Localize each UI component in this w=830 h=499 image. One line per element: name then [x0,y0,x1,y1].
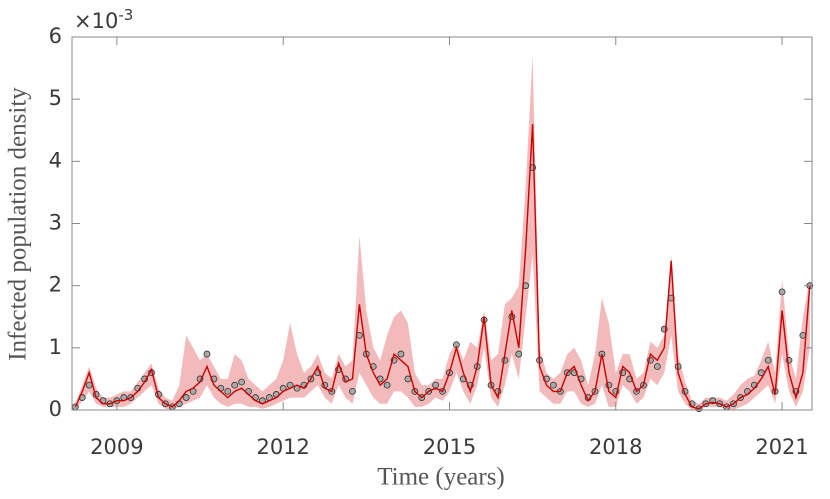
data-point [238,378,246,386]
y-tick-label: 4 [49,148,62,172]
data-point [432,381,440,389]
data-point [550,381,557,389]
data-point [349,387,356,395]
data-point [515,350,523,358]
uncertainty-band [75,55,810,410]
y-scale-base: ×10 [74,9,118,33]
y-tick-label: 0 [49,397,62,421]
y-axis-label: Infected population density [5,87,32,361]
data-point [778,288,786,296]
model-line [74,123,811,410]
x-tick-label: 2009 [90,435,143,459]
data-point [397,350,405,358]
data-point [764,356,772,364]
y-tick-label: 3 [49,211,62,235]
x-tick-label: 2015 [423,435,476,459]
data-point [799,331,807,339]
y-scale-exponent: -3 [118,6,133,24]
y-tick-label: 1 [49,335,62,359]
y-scale-label: ×10-3 [74,6,133,34]
y-tick-label: 5 [49,86,62,110]
data-point [203,350,211,358]
data-point [404,375,412,383]
x-tick-label: 2021 [755,435,808,459]
data-point [383,381,391,389]
data-point [653,363,661,370]
y-tick-label: 2 [49,273,62,297]
x-axis-label: Time (years) [377,464,505,491]
data-point [182,394,190,401]
x-tick-label: 2012 [256,435,309,459]
x-tick-label: 2018 [589,435,642,459]
data-point [231,381,239,389]
data-point [85,381,93,389]
plot-frame [71,36,813,411]
y-tick-label: 6 [49,24,62,48]
data-point [224,387,232,395]
